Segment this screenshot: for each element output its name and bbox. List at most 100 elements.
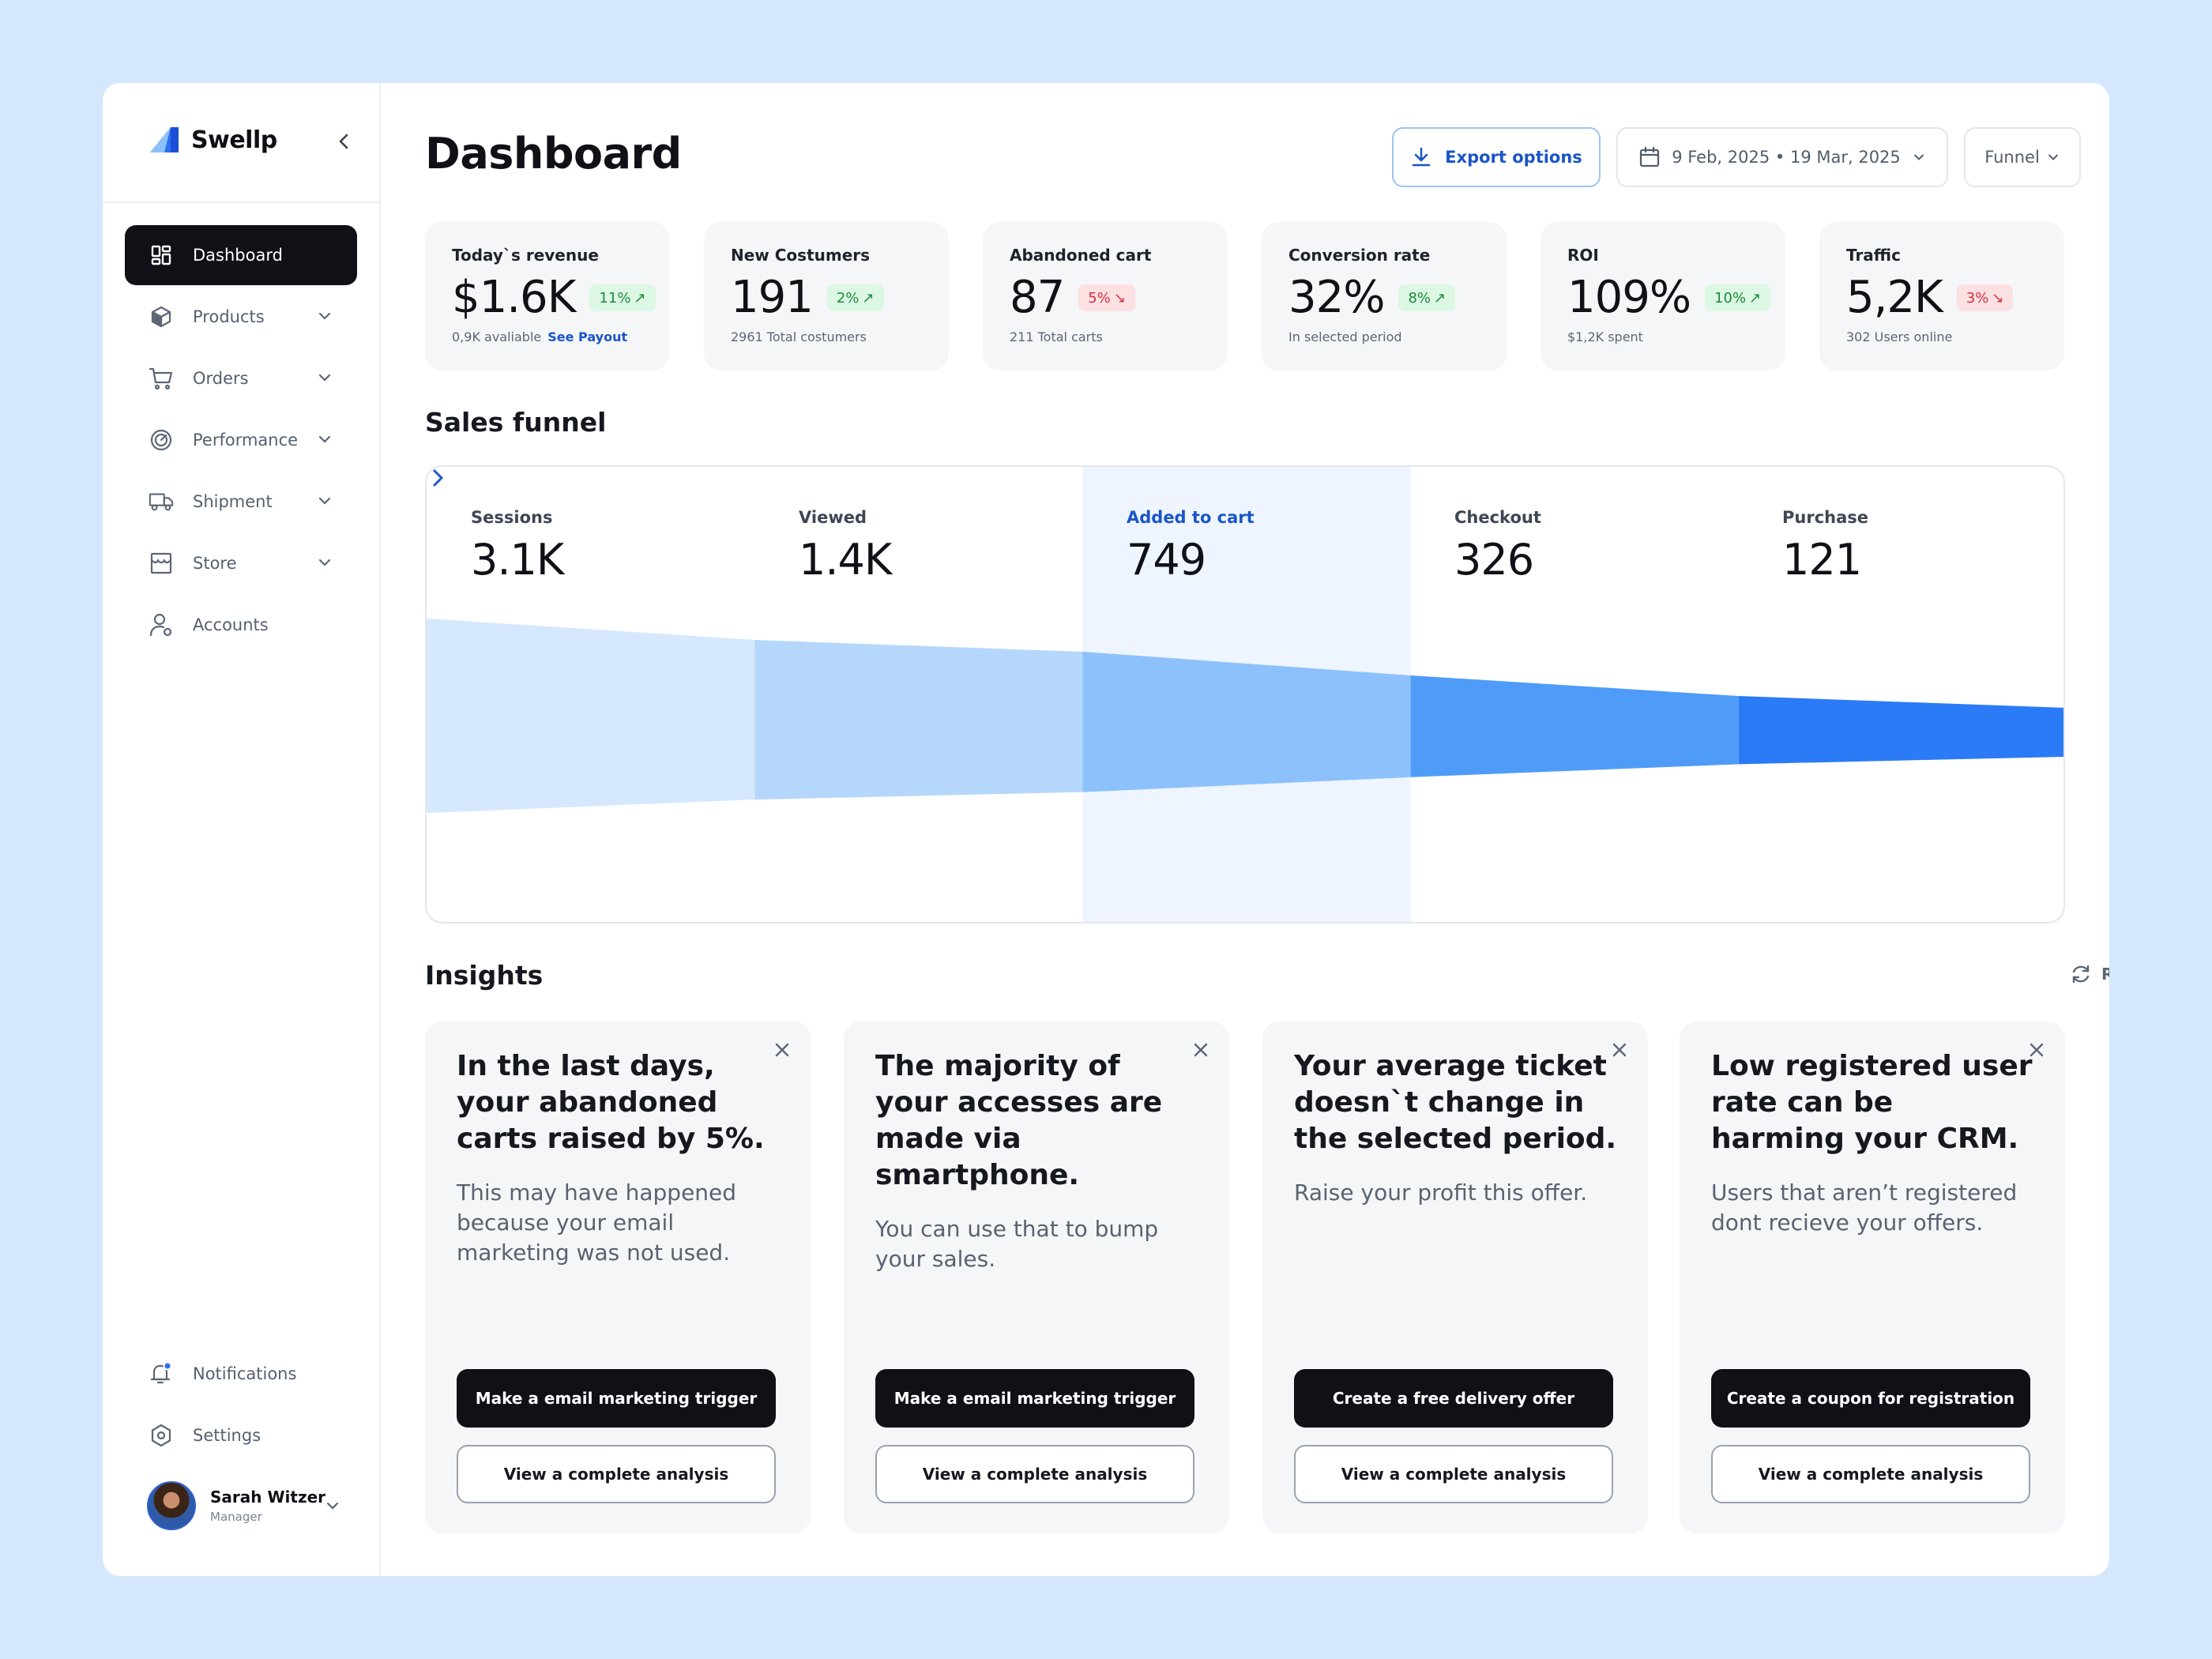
view-analysis-button[interactable]: View a complete analysis	[1711, 1445, 2030, 1503]
sidebar-item-store[interactable]: Store	[125, 533, 357, 593]
kpi-card-revenue[interactable]: Today`s revenue $1.6K 11% ↗ 0,9K avaliabl…	[425, 222, 670, 371]
kpi-card-traffic[interactable]: Traffic 5,2K 3% ↘ 302 Users online	[1819, 222, 2064, 371]
sidebar-item-shipment[interactable]: Shipment	[125, 472, 357, 532]
chevron-down-icon	[318, 559, 331, 566]
change-value: 8%	[1408, 289, 1431, 307]
sidebar-item-notifications[interactable]: Notifications	[125, 1344, 357, 1404]
refresh-icon	[2072, 965, 2090, 984]
view-analysis-button[interactable]: View a complete analysis	[457, 1445, 776, 1503]
stage-value: 326	[1454, 535, 1534, 585]
view-analysis-button[interactable]: View a complete analysis	[1294, 1445, 1613, 1503]
sidebar-item-products[interactable]: Products	[125, 287, 357, 347]
change-badge: 8% ↗	[1398, 284, 1456, 311]
insight-primary-button[interactable]: Create a coupon for registration	[1711, 1369, 2030, 1428]
kpi-sub: $1,2K spent	[1567, 329, 1643, 344]
funnel-band-checkout[interactable]	[1410, 675, 1739, 777]
sidebar-nav: Dashboard Products Orders Per	[125, 225, 357, 656]
change-value: 3%	[1966, 289, 1989, 307]
kpi-card-roi[interactable]: ROI 109% 10% ↗ $1,2K spent	[1540, 222, 1785, 371]
insight-card: Low registered user rate can be harming …	[1680, 1021, 2065, 1533]
user-menu[interactable]: Sarah Witzer Manager	[147, 1481, 339, 1530]
change-value: 5%	[1088, 289, 1111, 307]
stage-label: Added to cart	[1127, 508, 1255, 527]
export-options-button[interactable]: Export options	[1392, 127, 1601, 187]
sidebar-item-dashboard[interactable]: Dashboard	[125, 225, 357, 285]
kpi-card-conversion-rate[interactable]: Conversion rate 32% 8% ↗ In selected peri…	[1262, 222, 1507, 371]
sidebar-item-settings[interactable]: Settings	[125, 1405, 357, 1465]
sidebar-item-label: Notifications	[193, 1364, 297, 1383]
sidebar-item-accounts[interactable]: Accounts	[125, 595, 357, 655]
change-badge: 11% ↗	[589, 284, 656, 311]
app-window: Swellp Dashboard Products	[103, 83, 2109, 1576]
sidebar-item-label: Performance	[193, 431, 299, 450]
funnel-stage-purchase[interactable]: Purchase 121	[1782, 508, 1868, 585]
see-payout-link[interactable]: See Payout	[547, 329, 628, 344]
funnel-stage-added-to-cart[interactable]: Added to cart 749	[1127, 508, 1255, 585]
dashboard-icon	[149, 243, 174, 268]
funnel-stage-checkout[interactable]: Checkout 326	[1454, 508, 1541, 585]
kpi-value: 32%	[1288, 272, 1385, 323]
insight-title: Low registered user rate can be harming …	[1711, 1050, 2033, 1155]
date-range-picker[interactable]: 9 Feb, 2025 • 19 Mar, 2025	[1616, 127, 1948, 187]
insight-primary-button[interactable]: Create a free delivery offer	[1294, 1369, 1613, 1428]
insight-card: In the last days, your abandoned carts r…	[425, 1021, 811, 1533]
view-analysis-button[interactable]: View a complete analysis	[875, 1445, 1194, 1503]
stage-label: Sessions	[471, 508, 553, 527]
close-icon[interactable]	[1608, 1039, 1631, 1061]
sidebar-item-label: Orders	[193, 369, 249, 388]
stage-value: 1.4K	[799, 535, 892, 585]
cart-icon	[149, 366, 174, 391]
insight-card: The majority of your accesses are made v…	[844, 1021, 1229, 1533]
sidebar-divider	[103, 201, 379, 203]
kpi-value: 5,2K	[1846, 272, 1943, 323]
view-select-dropdown[interactable]: Funnel	[1964, 127, 2081, 187]
sidebar: Swellp Dashboard Products	[103, 83, 381, 1576]
brand-name: Swellp	[191, 126, 277, 154]
funnel-band-sessions[interactable]	[427, 619, 755, 814]
insights-title: Insights	[425, 960, 544, 991]
user-role: Manager	[210, 1510, 262, 1524]
sidebar-item-performance[interactable]: Performance	[125, 410, 357, 470]
kpi-value: 87	[1010, 272, 1065, 323]
change-value: 2%	[836, 289, 860, 307]
kpi-card-new-customers[interactable]: New Costumers 191 2% ↗ 2961 Total costume…	[704, 222, 949, 371]
arrow-up-right-icon: ↗	[634, 289, 646, 307]
arrow-down-right-icon: ↘	[1113, 289, 1126, 307]
user-name: Sarah Witzer	[210, 1488, 326, 1507]
close-icon[interactable]	[2026, 1039, 2048, 1061]
kpi-cards: Today`s revenue $1.6K 11% ↗ 0,9K avaliabl…	[425, 222, 2081, 371]
funnel-band-added-to-cart[interactable]	[1082, 652, 1411, 792]
funnel-band-purchase[interactable]	[1738, 696, 2065, 765]
store-icon	[149, 551, 174, 576]
stage-value: 3.1K	[471, 535, 564, 585]
kpi-label: Today`s revenue	[452, 246, 599, 265]
change-value: 11%	[599, 289, 631, 307]
kpi-card-abandoned-cart[interactable]: Abandoned cart 87 5% ↘ 211 Total carts	[983, 222, 1228, 371]
stage-label: Purchase	[1782, 508, 1869, 527]
refresh-label: Refresh	[2101, 965, 2109, 984]
chevron-down-icon	[318, 374, 331, 382]
brand[interactable]: Swellp	[147, 124, 277, 156]
refresh-button[interactable]: Refresh	[2070, 963, 2109, 985]
insight-primary-button[interactable]: Make a email marketing trigger	[875, 1369, 1194, 1428]
user-gear-icon	[149, 612, 174, 638]
arrow-up-right-icon: ↗	[1749, 289, 1762, 307]
stage-label: Viewed	[799, 508, 867, 527]
sidebar-item-orders[interactable]: Orders	[125, 348, 357, 408]
close-icon[interactable]	[771, 1039, 793, 1061]
sidebar-item-label: Accounts	[193, 615, 269, 634]
funnel-band-viewed[interactable]	[754, 640, 1083, 800]
funnel-svg	[427, 467, 2065, 922]
funnel-stage-viewed[interactable]: Viewed 1.4K	[799, 508, 892, 585]
kpi-label: Traffic	[1846, 246, 1901, 265]
collapse-sidebar-button[interactable]	[332, 129, 357, 154]
change-badge: 5% ↘	[1078, 284, 1135, 311]
bell-icon	[149, 1361, 174, 1386]
chevron-right-icon[interactable]	[427, 467, 449, 489]
close-icon[interactable]	[1190, 1039, 1212, 1061]
stage-value: 121	[1782, 535, 1862, 585]
funnel-stage-sessions[interactable]: Sessions 3.1K	[471, 508, 564, 585]
insight-primary-button[interactable]: Make a email marketing trigger	[457, 1369, 776, 1428]
sidebar-item-label: Products	[193, 307, 265, 326]
chevron-left-icon	[339, 134, 348, 149]
